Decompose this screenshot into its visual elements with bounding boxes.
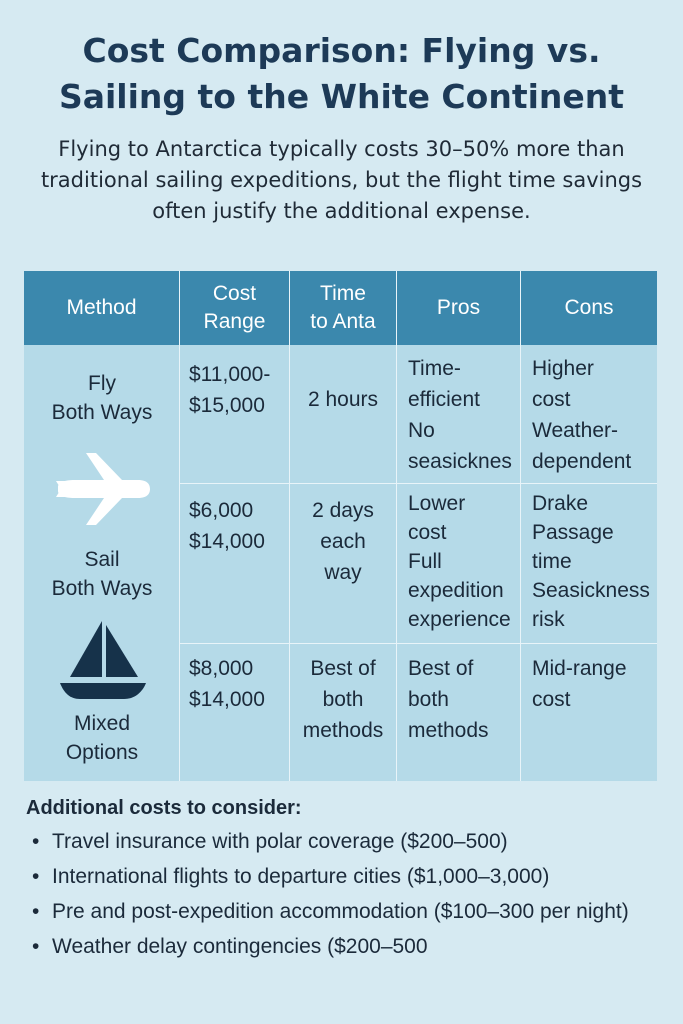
header-pros: Pros <box>436 296 481 319</box>
page-title: Cost Comparison: Flying vs. Sailing to t… <box>0 28 683 120</box>
title-line-1: Cost Comparison: Flying vs. <box>82 31 601 70</box>
column-divider <box>289 271 290 781</box>
intro-paragraph: Flying to Antarctica typically costs 30–… <box>40 137 643 223</box>
row-divider <box>180 643 657 644</box>
method-sail: Sail Both Ways <box>51 548 153 600</box>
airplane-icon <box>52 449 152 533</box>
additional-costs-heading: Additional costs to consider: <box>26 797 302 819</box>
pros-fly: Time- efficient No seasicknes <box>408 357 512 473</box>
column-divider <box>396 271 397 781</box>
comparison-table: Method Cost Range Time to Anta Pros Cons… <box>24 271 657 781</box>
header-cons: Cons <box>564 296 614 319</box>
additional-costs-list: Travel insurance with polar coverage ($2… <box>30 826 660 966</box>
cons-sail: Drake Passage time Seasickness risk <box>532 492 650 631</box>
header-method: Method <box>66 296 137 319</box>
cons-fly: Higher cost Weather- dependent <box>532 357 632 473</box>
method-fly: Fly Both Ways <box>51 372 153 424</box>
header-cost-range: Cost Range <box>203 282 266 333</box>
cost-mixed: $8,000 $14,000 <box>189 657 265 711</box>
time-fly: 2 hours <box>307 388 379 411</box>
list-item: Pre and post-expedition accommodation ($… <box>30 896 660 927</box>
pros-mixed: Best of both methods <box>408 657 489 742</box>
time-mixed: Best of both methods <box>302 657 384 742</box>
column-divider <box>520 271 521 781</box>
pros-sail: Lower cost Full expedition experience <box>408 492 511 631</box>
method-mixed: Mixed Options <box>65 712 139 764</box>
column-divider <box>179 271 180 781</box>
list-item: Travel insurance with polar coverage ($2… <box>30 826 660 857</box>
sailboat-icon <box>58 617 148 709</box>
time-sail: 2 days each way <box>312 499 374 584</box>
cons-mixed: Mid-range cost <box>532 657 627 711</box>
title-line-2: Sailing to the White Continent <box>58 77 625 116</box>
cost-sail: $6,000 $14,000 <box>189 499 265 553</box>
header-time: Time to Anta <box>310 282 376 333</box>
table-header: Method Cost Range Time to Anta Pros Cons <box>24 271 657 345</box>
row-divider <box>180 483 657 484</box>
list-item: Weather delay contingencies ($200–500 <box>30 931 660 962</box>
list-item: International flights to departure citie… <box>30 861 660 892</box>
cost-fly: $11,000- $15,000 <box>189 363 271 417</box>
